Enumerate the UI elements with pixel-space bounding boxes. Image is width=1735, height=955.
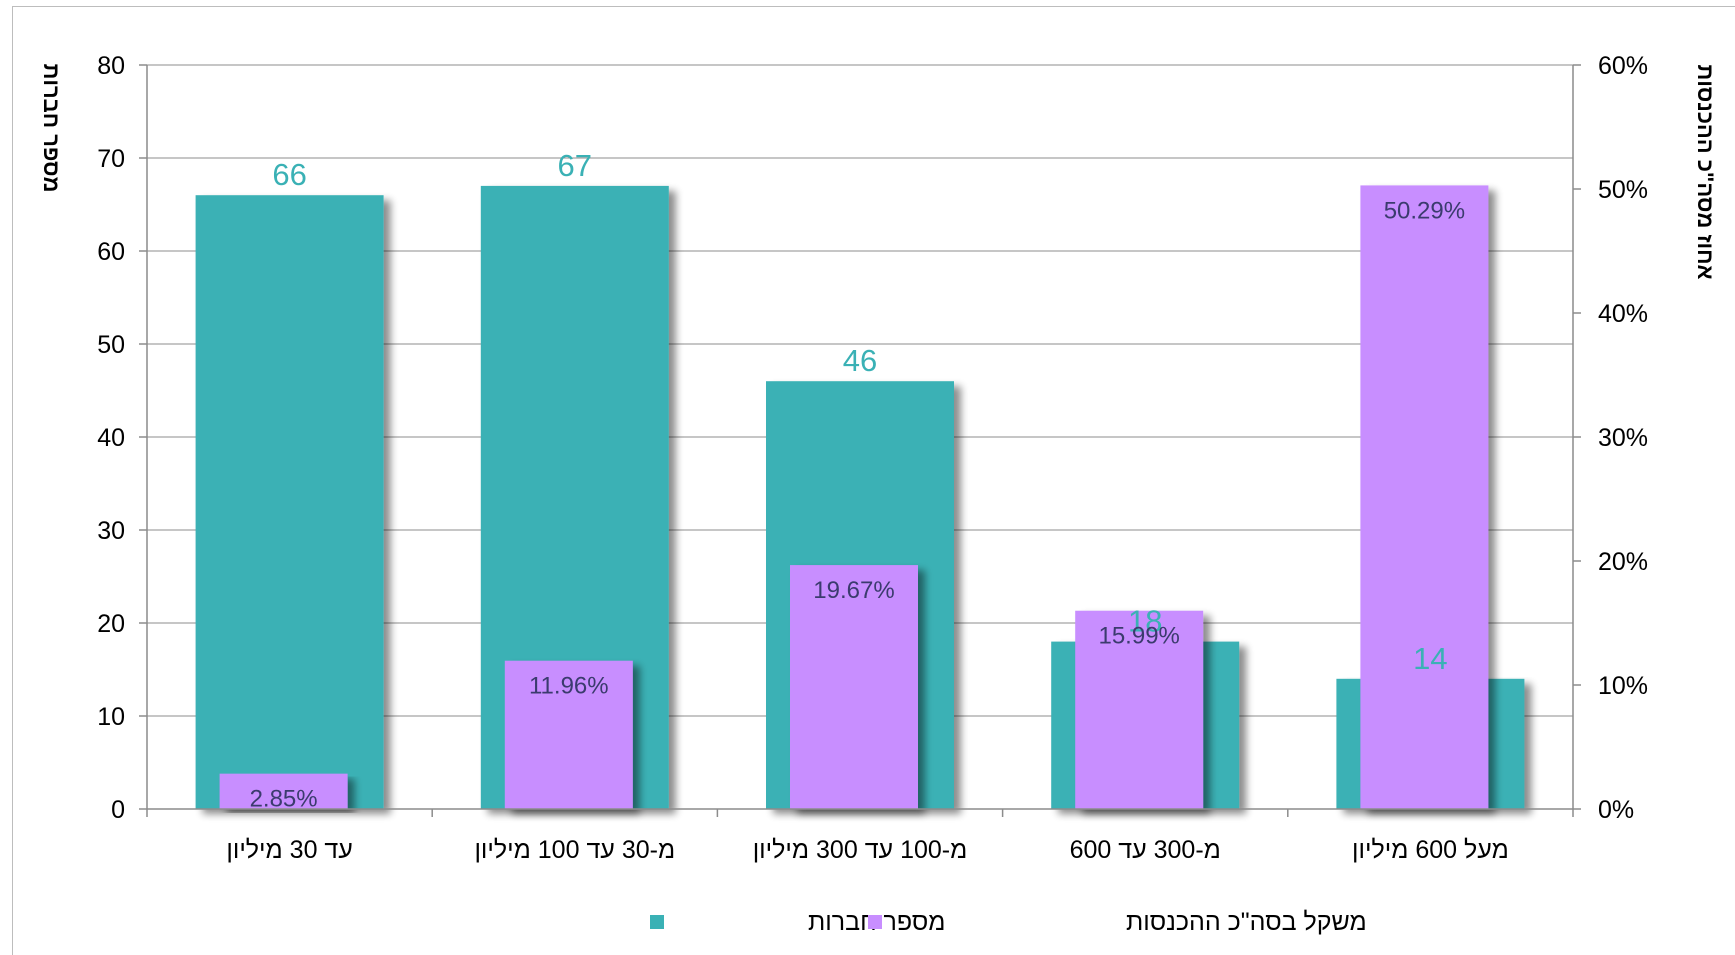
bar-share (790, 565, 918, 809)
bar-share (219, 773, 348, 809)
y-tick-label: 70 (97, 145, 125, 173)
x-category-label: מעל 600 מיליון (1352, 836, 1509, 864)
y-tick-label: 50 (97, 331, 125, 359)
y2-tick-label: 50% (1598, 176, 1648, 204)
data-label-share: 19.67% (813, 577, 894, 604)
data-label-count: 67 (558, 148, 592, 183)
bar-share (504, 660, 633, 809)
y2-tick-label: 60% (1598, 52, 1648, 80)
y-tick-label: 0 (111, 796, 125, 824)
x-category-label: מ-300 עד 600 (1070, 836, 1221, 864)
x-category-label: מ-30 עד 100 מיליון (474, 836, 675, 864)
legend-swatch-count (650, 915, 664, 929)
y-tick-label: 40 (97, 424, 125, 452)
y-tick-label: 80 (97, 52, 125, 80)
data-label-share: 50.29% (1384, 197, 1465, 224)
bar-share (1360, 185, 1489, 810)
y2-tick-label: 20% (1598, 548, 1648, 576)
x-category-label: עד 30 מיליון (226, 836, 353, 864)
series-share-bars (219, 185, 1489, 810)
chart-frame (12, 6, 1735, 955)
data-label-share: 2.85% (250, 786, 318, 813)
legend-label-share: משקל בסה"כ ההכנסות (1126, 908, 1367, 936)
legend: מספר חברות משקל בסה"כ ההכנסות (650, 908, 1367, 936)
data-label-count: 14 (1413, 641, 1447, 676)
bar-count (195, 195, 384, 809)
y2-axis-title: אחוז מסה"כ ההכנסות (1693, 64, 1718, 279)
y-tick-label: 60 (97, 238, 125, 266)
data-label-share: 15.99% (1098, 623, 1179, 650)
y2-tick-label: 40% (1598, 300, 1648, 328)
y2-tick-label: 0% (1598, 796, 1634, 824)
y-tick-label: 10 (97, 703, 125, 731)
x-category-label: מ-100 עד 300 מיליון (753, 836, 968, 864)
axes: 0 10 20 30 40 50 60 70 80 0% 10% 20% 30% 40% 50% 60% עד … (97, 52, 1648, 864)
y-axis-title: מספר חברות (39, 64, 64, 193)
data-label-count: 18 (1128, 604, 1162, 639)
bar-share (1075, 610, 1204, 809)
y-tick-label: 20 (97, 610, 125, 638)
y-tick-label: 30 (97, 517, 125, 545)
data-label-count: 46 (843, 343, 877, 378)
y2-tick-label: 10% (1598, 672, 1648, 700)
legend-swatch-share (868, 915, 882, 929)
data-label-count: 66 (272, 157, 306, 192)
y2-tick-label: 30% (1598, 424, 1648, 452)
data-label-share: 11.96% (529, 673, 609, 700)
